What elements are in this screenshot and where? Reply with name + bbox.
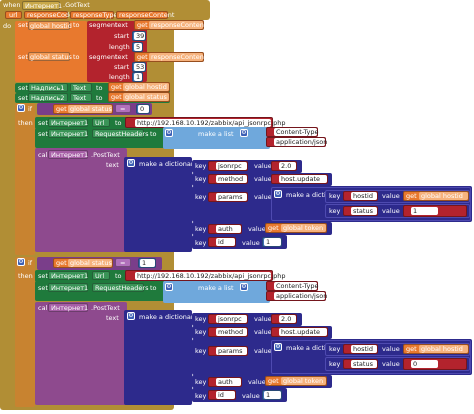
- key-auth-1[interactable]: auth: [208, 224, 242, 234]
- url-prop-1[interactable]: Url: [92, 118, 110, 127]
- status-var-dropdown[interactable]: global status: [28, 52, 72, 61]
- key-id-2[interactable]: id: [208, 390, 236, 400]
- get-hostid-value-1[interactable]: get global hostid: [403, 191, 469, 201]
- compare-op-2[interactable]: =: [115, 258, 131, 267]
- gear-icon[interactable]: ⚙: [240, 129, 248, 137]
- gear-icon[interactable]: ⚙: [127, 312, 135, 320]
- headers-prop-1[interactable]: RequestHeaders: [92, 129, 148, 138]
- internet-dropdown-headers-2[interactable]: Интернет1: [48, 283, 88, 292]
- label1-dropdown[interactable]: Надпись1: [28, 83, 68, 92]
- param-responsecontent[interactable]: responseContent: [116, 11, 174, 19]
- value-status-2[interactable]: 0: [403, 358, 467, 370]
- url-prop-2[interactable]: Url: [92, 271, 110, 280]
- call-posttext-1[interactable]: [35, 148, 127, 252]
- event-component-dropdown[interactable]: Интернет1: [22, 1, 62, 10]
- key-params-1[interactable]: params: [208, 192, 248, 202]
- compare-val-1[interactable]: 0: [136, 104, 150, 114]
- key-hostid-1[interactable]: hostid: [343, 191, 378, 201]
- start-number-2[interactable]: 53: [132, 62, 146, 72]
- set-label1-text[interactable]: [15, 83, 170, 93]
- value-jsonrpc-2[interactable]: 2.0: [271, 314, 297, 324]
- key-params-2[interactable]: params: [208, 346, 248, 356]
- event-name: .GotText: [63, 1, 90, 9]
- key-method-2[interactable]: method: [208, 327, 248, 337]
- key-method-1[interactable]: method: [208, 174, 248, 184]
- headers-prop-2[interactable]: RequestHeaders: [92, 283, 148, 292]
- key-id-1[interactable]: id: [208, 237, 236, 247]
- internet-dropdown-url-1[interactable]: Интернет1: [48, 118, 88, 127]
- value-id-2[interactable]: 1: [262, 390, 282, 400]
- length-number-1[interactable]: 5: [132, 42, 143, 52]
- get-responsecontent-2[interactable]: get responseContent: [134, 52, 206, 62]
- length-number-2[interactable]: 1: [132, 72, 143, 82]
- label1-prop-dropdown[interactable]: Text: [70, 83, 92, 92]
- param-responsecode[interactable]: responseCode: [24, 11, 73, 19]
- get-token-1[interactable]: get global token: [265, 223, 327, 233]
- gear-icon[interactable]: ⚙: [165, 129, 173, 137]
- make-dict-2[interactable]: [124, 310, 192, 405]
- key-auth-2[interactable]: auth: [208, 377, 242, 387]
- gear-icon[interactable]: ⚙: [274, 190, 282, 198]
- internet-dropdown-post-1[interactable]: Интернет1: [48, 150, 88, 159]
- key-hostid-2[interactable]: hostid: [343, 344, 378, 354]
- start-number-1[interactable]: 39: [132, 31, 146, 41]
- gear-icon[interactable]: ⚙: [165, 283, 173, 291]
- get-hostid-label[interactable]: get global hostid: [108, 82, 170, 92]
- content-type-text-2[interactable]: Content-Type: [266, 281, 319, 291]
- value-status-1[interactable]: 1: [403, 205, 467, 217]
- key-jsonrpc-1[interactable]: jsonrpc: [208, 161, 248, 171]
- param-responsetype[interactable]: responseType: [70, 11, 117, 19]
- gear-icon[interactable]: ⚙: [240, 283, 248, 291]
- internet-dropdown-url-2[interactable]: Интернет1: [48, 271, 88, 280]
- key-jsonrpc-2[interactable]: jsonrpc: [208, 314, 248, 324]
- get-status-if1[interactable]: get global status: [53, 104, 113, 114]
- gear-icon[interactable]: ⚙: [274, 343, 282, 351]
- label2-dropdown[interactable]: Надпись2: [28, 93, 68, 102]
- value-jsonrpc-1[interactable]: 2.0: [271, 161, 297, 171]
- value-id-1[interactable]: 1: [262, 237, 282, 247]
- key-status-2[interactable]: status: [343, 359, 378, 369]
- when-label: when: [3, 1, 21, 9]
- if-block-2[interactable]: [15, 257, 35, 407]
- url-text-2[interactable]: http://192.168.10.192/zabbix/api_jsonrpc…: [125, 270, 286, 281]
- make-dict-1[interactable]: [124, 157, 192, 252]
- content-type-text-1[interactable]: Content-Type: [266, 127, 319, 137]
- hostid-var-dropdown[interactable]: global hostid: [28, 21, 72, 30]
- gear-icon[interactable]: ⚙: [17, 104, 25, 112]
- value-method-1[interactable]: host.update: [271, 174, 328, 184]
- internet-dropdown-headers-1[interactable]: Интернет1: [48, 129, 88, 138]
- app-json-text-2[interactable]: application/json: [266, 291, 327, 301]
- if-block-1[interactable]: [15, 103, 35, 255]
- get-status-if2[interactable]: get global status: [53, 258, 113, 268]
- get-hostid-value-2[interactable]: get global hostid: [403, 344, 469, 354]
- param-url[interactable]: url: [5, 11, 22, 19]
- get-status-label[interactable]: get global status: [108, 92, 170, 102]
- call-posttext-2[interactable]: [35, 302, 127, 405]
- internet-dropdown-post-2[interactable]: Интернет1: [48, 303, 88, 312]
- key-status-1[interactable]: status: [343, 206, 378, 216]
- label2-prop-dropdown[interactable]: Text: [70, 93, 92, 102]
- compare-val-2[interactable]: 1: [138, 258, 156, 268]
- get-responsecontent-1[interactable]: get responseContent: [134, 20, 206, 30]
- gear-icon[interactable]: ⚙: [17, 258, 25, 266]
- value-method-2[interactable]: host.update: [271, 327, 328, 337]
- app-json-text-1[interactable]: application/json: [266, 137, 327, 147]
- set-label2-text[interactable]: [15, 93, 170, 103]
- do-label: do: [3, 22, 12, 30]
- compare-op-1[interactable]: =: [115, 104, 131, 113]
- get-token-2[interactable]: get global token: [265, 376, 327, 386]
- gear-icon[interactable]: ⚙: [127, 159, 135, 167]
